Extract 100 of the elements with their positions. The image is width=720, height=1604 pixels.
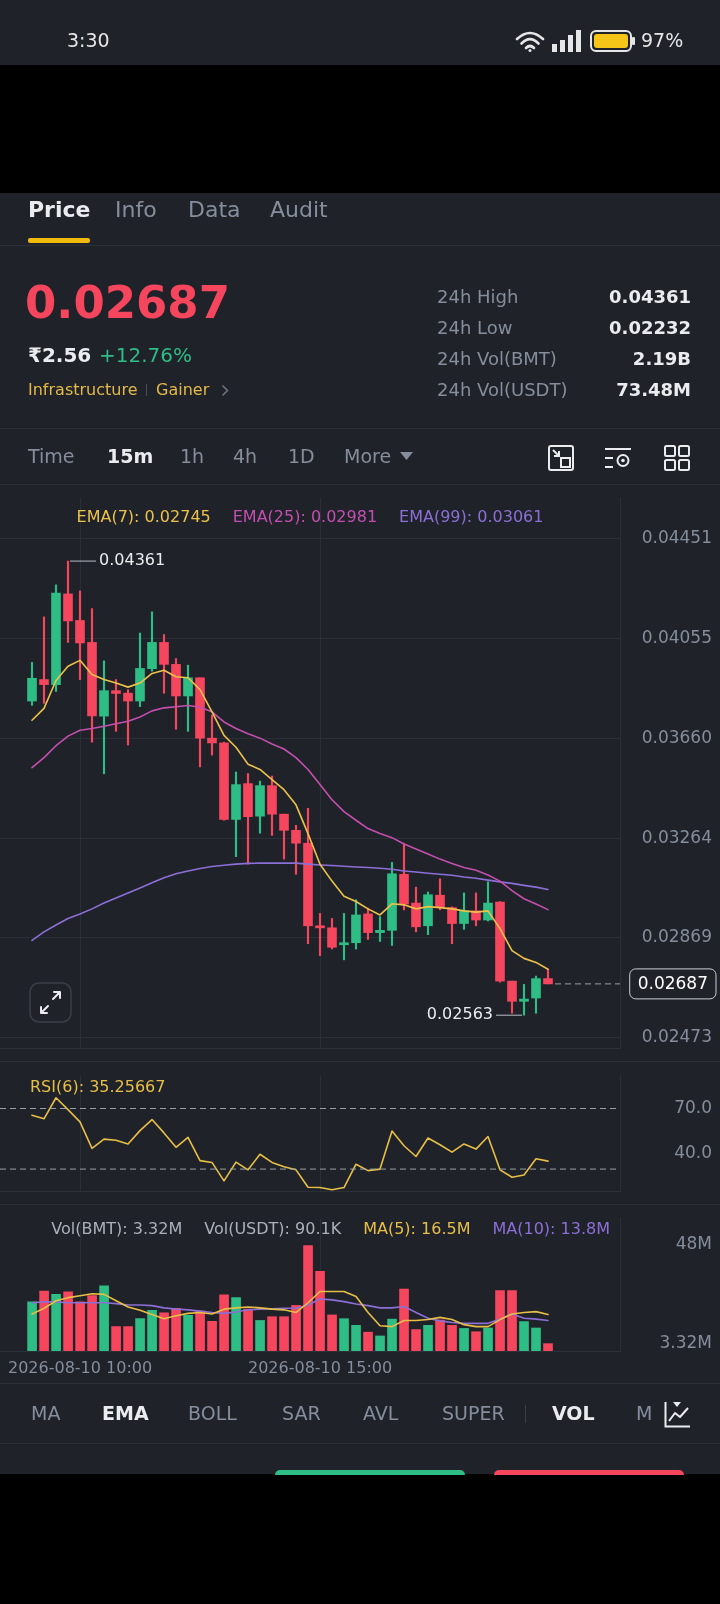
text: MA(10): 13.8M <box>492 1219 610 1239</box>
bar <box>387 1318 397 1351</box>
bar <box>447 1325 457 1351</box>
ref-line-label: 0.02687 <box>637 973 709 994</box>
text: Price <box>28 197 91 223</box>
bar <box>531 1327 541 1351</box>
bar <box>495 1290 505 1351</box>
bar <box>219 1294 229 1351</box>
text: SUPER <box>442 1402 505 1425</box>
y-tick-label: 0.04055 <box>641 626 712 647</box>
bar <box>315 1270 325 1351</box>
text: ₹2.56 <box>28 342 92 367</box>
bar <box>267 1316 277 1351</box>
text: 24h Low <box>437 316 513 339</box>
bar <box>543 1343 553 1351</box>
text: 15m <box>107 445 154 468</box>
text: EMA(99): 0.03061 <box>399 507 544 527</box>
bar <box>171 1307 181 1351</box>
text: Gainer <box>156 379 210 400</box>
bar <box>507 1290 517 1351</box>
bar <box>87 1295 97 1351</box>
text: 1h <box>180 445 205 468</box>
text: 73.48M <box>616 378 691 401</box>
text: SAR <box>282 1402 321 1425</box>
text: More <box>344 445 392 468</box>
annotation: 0.04361 <box>99 550 166 570</box>
bar <box>27 1301 37 1351</box>
bar <box>291 1305 301 1351</box>
text: BOLL <box>188 1402 237 1425</box>
y-tick-label: 48M <box>675 1233 712 1254</box>
text: MA(5): 16.5M <box>363 1219 471 1239</box>
text: 0.04361 <box>609 285 691 308</box>
bar <box>435 1319 445 1351</box>
text: Info <box>115 197 157 223</box>
y-tick-label: 40.0 <box>674 1142 712 1163</box>
bar <box>351 1325 361 1351</box>
bar <box>207 1321 217 1351</box>
x-tick-label: 2026-08-10 15:00 <box>247 1357 393 1377</box>
x-tick-label: 2026-08-10 10:00 <box>8 1357 153 1377</box>
bar <box>303 1245 313 1351</box>
text: 97% <box>641 29 684 52</box>
bar <box>519 1321 529 1351</box>
text: +12.76% <box>99 342 193 367</box>
text: Infrastructure <box>28 379 138 400</box>
bar <box>111 1326 121 1351</box>
text: 2.19B <box>632 347 691 370</box>
y-tick-label: 0.03660 <box>641 726 712 747</box>
bar <box>459 1328 469 1351</box>
text: EMA(25): 0.02981 <box>232 507 378 527</box>
bar <box>63 1291 73 1351</box>
bar <box>423 1325 433 1351</box>
bar <box>279 1316 289 1351</box>
text: AVL <box>363 1402 399 1425</box>
text: Data <box>188 197 241 223</box>
y-tick-label: 70.0 <box>674 1096 712 1117</box>
bar <box>243 1308 253 1351</box>
bar <box>39 1290 49 1351</box>
bar <box>471 1331 481 1351</box>
bar <box>159 1312 169 1351</box>
bar <box>483 1327 493 1351</box>
y-tick-label: 0.04451 <box>641 526 712 547</box>
bar <box>75 1301 85 1351</box>
bar <box>51 1294 61 1351</box>
text: Audit <box>270 197 328 223</box>
text: 24h Vol(USDT) <box>437 378 568 401</box>
bar <box>123 1326 133 1351</box>
bar <box>375 1335 385 1351</box>
y-tick-label: 0.02869 <box>641 926 712 947</box>
annotation: Vol(BMT): 3.32M <box>51 1219 183 1239</box>
bar <box>135 1318 145 1351</box>
text: 3:30 <box>67 29 110 52</box>
bar <box>411 1329 421 1351</box>
text: EMA(7): 0.02745 <box>76 507 211 527</box>
bar <box>195 1310 205 1351</box>
text: 0.02232 <box>609 316 691 339</box>
bar <box>327 1314 337 1351</box>
bar <box>399 1288 409 1351</box>
text: MA <box>31 1402 61 1425</box>
text: EMA <box>102 1402 149 1425</box>
text: 1D <box>288 445 315 468</box>
annotation: Vol(USDT): 90.1K <box>204 1219 342 1239</box>
bar <box>339 1318 349 1351</box>
bar <box>99 1285 109 1351</box>
series-label: RSI(6): 35.25667 <box>30 1077 166 1097</box>
y-tick-label: 3.32M <box>659 1332 712 1353</box>
text: 24h Vol(BMT) <box>437 347 557 370</box>
text: 0.02687 <box>25 276 230 330</box>
bar <box>363 1331 373 1351</box>
bar <box>183 1315 193 1351</box>
text: 4h <box>233 445 258 468</box>
bar <box>255 1320 265 1351</box>
text: Time <box>28 445 75 468</box>
annotation: 0.02563 <box>426 1004 493 1024</box>
y-tick-label: 0.03264 <box>641 826 712 847</box>
text: M <box>636 1402 653 1425</box>
bar <box>231 1297 241 1351</box>
bar <box>147 1309 157 1351</box>
y-tick-label: 0.02473 <box>641 1026 712 1047</box>
text: VOL <box>552 1402 595 1425</box>
text: 24h High <box>437 285 519 308</box>
